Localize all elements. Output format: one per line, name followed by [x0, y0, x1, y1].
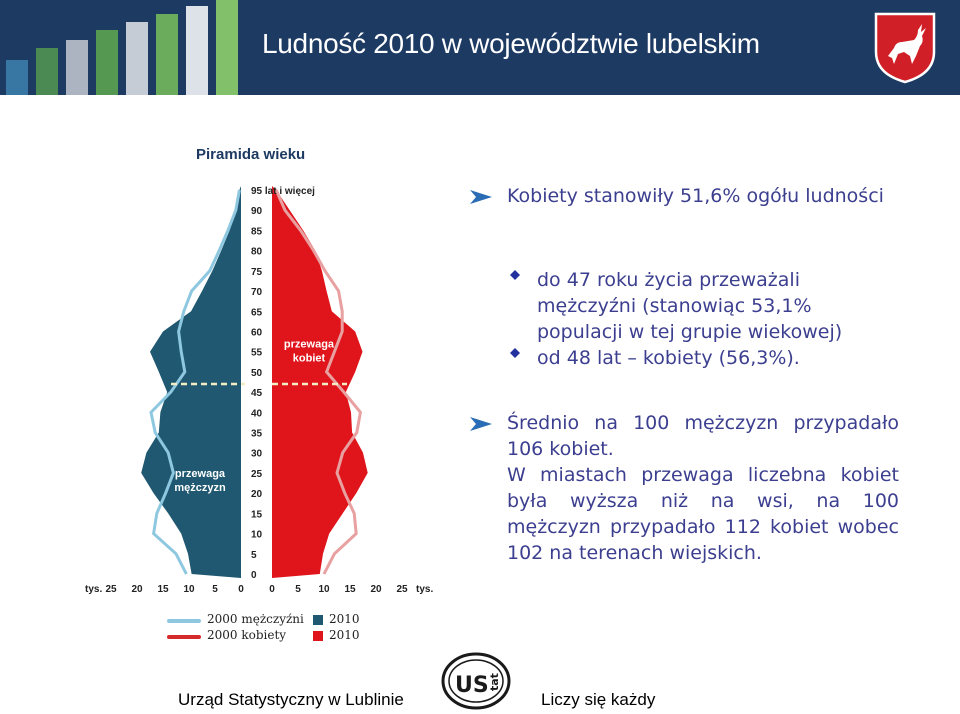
legend-row-women: 2000 kobiety 2010	[165, 628, 365, 644]
female-2000-line	[274, 189, 362, 575]
y-tick-label: 60	[251, 327, 263, 338]
annotation-men-majority: przewaga mężczyzn	[174, 468, 226, 494]
male-2000-line	[149, 189, 241, 575]
x-tick-right: 15	[344, 584, 356, 595]
y-tick-label: 50	[251, 368, 263, 379]
y-tick-label: 45	[251, 388, 263, 399]
y-tick-label: 30	[251, 449, 263, 460]
bullet-ratio: Średnio na 100 mężczyzn przypadało 106 k…	[507, 412, 899, 460]
x-tick-left: 25	[105, 584, 117, 595]
header-banner: Ludność 2010 w województwie lubelskim	[0, 0, 960, 95]
arrow-bullet-icon	[470, 417, 492, 431]
x-tick-left: 20	[131, 584, 143, 595]
male-2010-area	[141, 186, 241, 578]
decorative-bars-icon	[0, 0, 250, 95]
y-tick-label: 90	[251, 206, 263, 217]
bullet-men-majority: do 47 roku życia przeważali mężczyźni (s…	[537, 269, 843, 343]
y-tick-label: 5	[251, 550, 257, 561]
x-tick-right: 20	[370, 584, 382, 595]
y-tick-label: 85	[251, 226, 263, 237]
legend-label-women: 2000 kobiety	[207, 628, 287, 642]
y-tick-label: 25	[251, 469, 263, 480]
legend-swatch-2010-men	[313, 615, 323, 625]
female-2010-area	[272, 186, 368, 578]
legend-label-men: 2000 mężczyźni	[207, 612, 304, 626]
ustat-logo-icon: US tat	[441, 652, 511, 710]
footer-office-name: Urząd Statystyczny w Lublinie	[178, 690, 404, 709]
logo-us-text: US	[455, 673, 489, 698]
footer-slogan: Liczy się każdy	[541, 690, 656, 709]
page-title: Ludność 2010 w województwie lubelskim	[262, 28, 760, 59]
y-tick-label: 15	[251, 509, 263, 520]
annotation-women-majority: przewaga kobiet	[284, 339, 335, 365]
y-tick-label: 40	[251, 408, 263, 419]
legend-line-2000-men	[167, 619, 201, 623]
x-tick-right: 5	[295, 584, 301, 595]
chart-legend: 2000 mężczyźni 2010 2000 kobiety 2010	[165, 610, 365, 650]
bullet-urban-rural: W miastach przewaga liczebna kobiet była…	[507, 464, 899, 564]
y-tick-label: 35	[251, 429, 263, 440]
x-tick-right: 0	[269, 584, 275, 595]
y-tick-label: 20	[251, 489, 263, 500]
x-tick-right: 25	[396, 584, 408, 595]
lublin-goat-crest-icon	[874, 12, 936, 84]
y-tick-label: 95 lat i więcej	[251, 186, 315, 197]
diamond-bullet-icon	[510, 348, 520, 358]
arrow-bullet-icon	[470, 190, 492, 204]
x-unit-right: tys.	[416, 584, 433, 595]
x-tick-left: 0	[238, 584, 244, 595]
legend-row-men: 2000 mężczyźni 2010	[165, 612, 365, 628]
population-pyramid-chart: 95 lat i więcej9085807570656055504540353…	[85, 186, 433, 595]
y-tick-label: 0	[251, 570, 257, 581]
diamond-bullet-icon	[510, 270, 520, 280]
x-unit-left: tys.	[85, 584, 102, 595]
footer-divider	[0, 675, 960, 676]
logo-tat-text: tat	[488, 673, 501, 691]
x-tick-right: 10	[318, 584, 330, 595]
bullet-women-majority: od 48 lat – kobiety (56,3%).	[537, 347, 800, 369]
chart-title: Piramida wieku	[196, 146, 306, 163]
x-tick-left: 5	[212, 584, 218, 595]
y-tick-label: 75	[251, 267, 263, 278]
y-tick-label: 55	[251, 348, 263, 359]
bullet-women-share: Kobiety stanowiły 51,6% ogółu ludności	[507, 185, 884, 207]
legend-year-men: 2010	[329, 612, 360, 626]
x-tick-left: 10	[183, 584, 195, 595]
y-tick-label: 65	[251, 307, 263, 318]
legend-line-2000-women	[167, 635, 201, 639]
y-tick-label: 10	[251, 530, 263, 541]
x-tick-left: 15	[157, 584, 169, 595]
y-tick-label: 80	[251, 247, 263, 258]
legend-swatch-2010-women	[313, 631, 323, 641]
y-tick-label: 70	[251, 287, 263, 298]
legend-year-women: 2010	[329, 628, 360, 642]
